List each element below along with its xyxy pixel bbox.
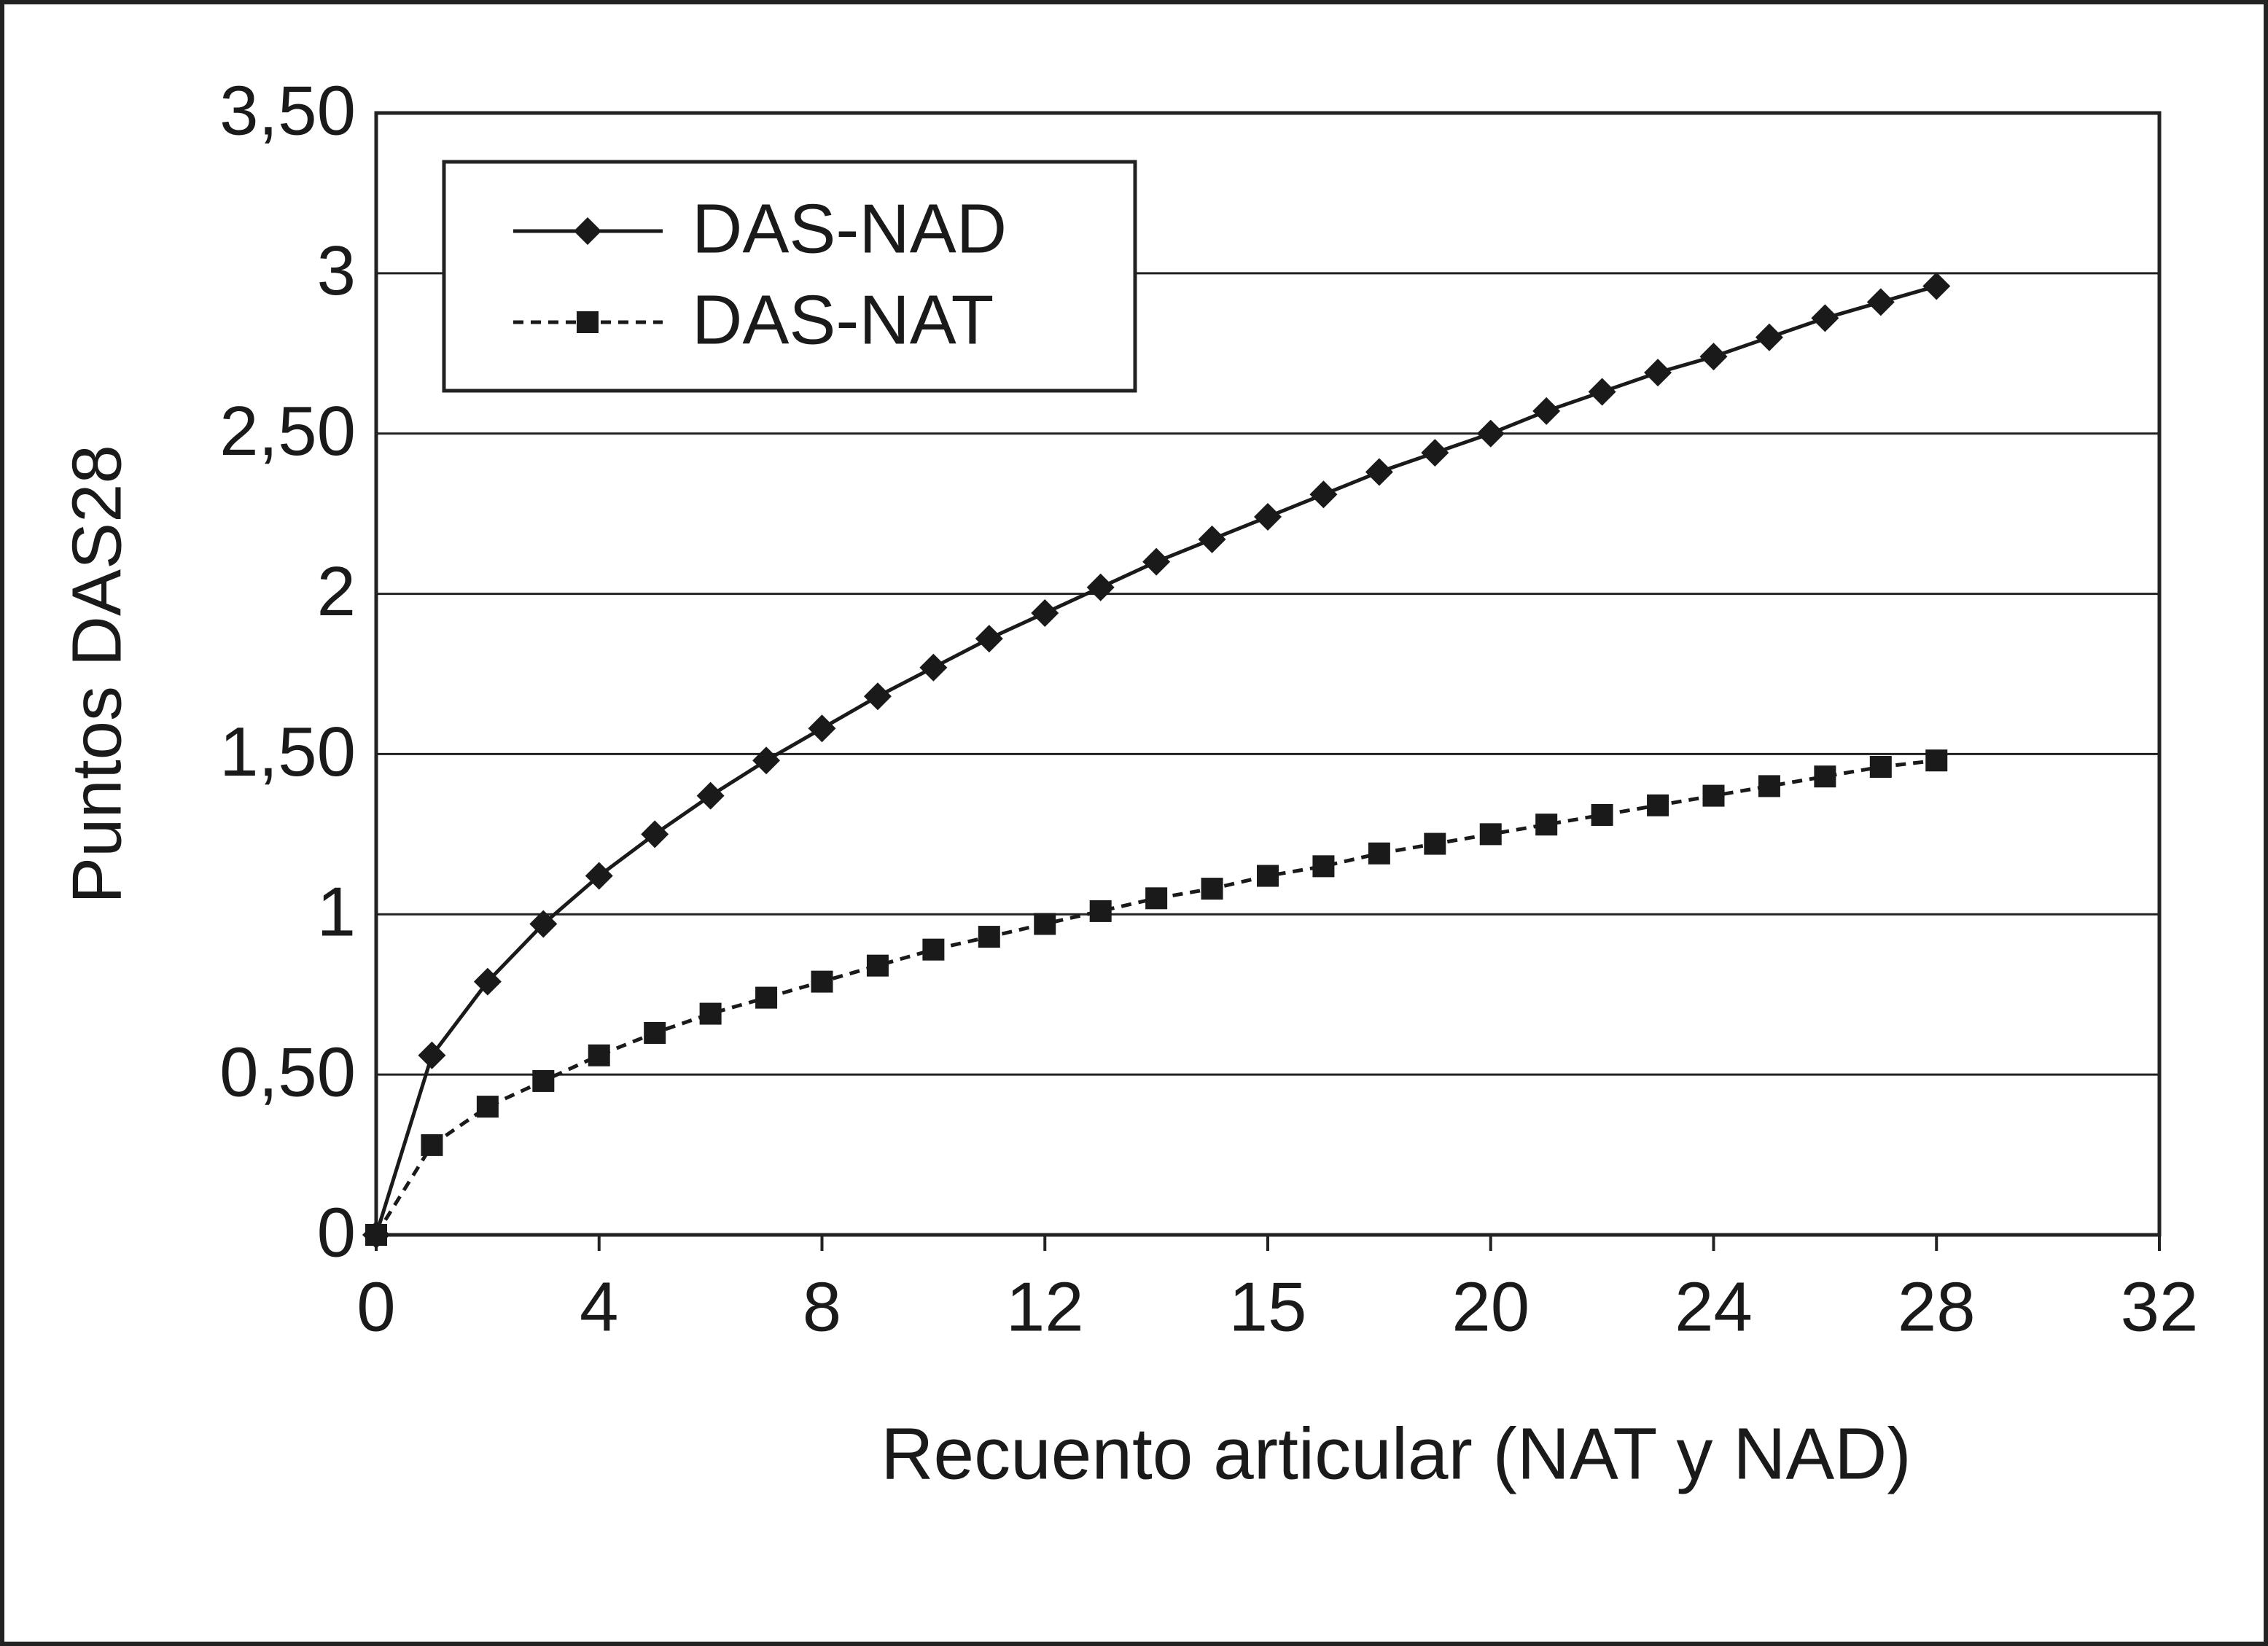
marker	[1365, 458, 1393, 486]
marker	[1368, 842, 1390, 865]
marker	[1535, 814, 1558, 836]
x-tick-label: 4	[580, 1268, 618, 1346]
marker	[1814, 765, 1836, 788]
marker	[1591, 803, 1613, 826]
marker	[1479, 823, 1502, 846]
marker	[1086, 573, 1115, 601]
x-tick-label: 20	[1451, 1268, 1529, 1346]
x-tick-label: 28	[1898, 1268, 1976, 1346]
x-tick-label: 32	[2121, 1268, 2199, 1346]
marker	[574, 217, 601, 245]
marker	[644, 1021, 666, 1044]
y-tick-label: 1	[317, 873, 356, 951]
legend-label: DAS-NAT	[692, 281, 994, 359]
marker	[365, 1224, 387, 1246]
marker	[1869, 756, 1892, 779]
y-tick-label: 3	[317, 232, 356, 310]
marker	[808, 714, 836, 743]
y-axis-title: Puntos DAS28	[58, 445, 136, 904]
marker	[1031, 598, 1059, 627]
x-tick-label: 8	[803, 1268, 841, 1346]
marker	[1925, 749, 1948, 772]
marker	[1424, 832, 1446, 855]
marker	[1866, 288, 1895, 316]
marker	[1811, 304, 1839, 332]
x-tick-label: 0	[356, 1268, 395, 1346]
marker	[1755, 323, 1783, 351]
y-tick-label: 0,50	[219, 1034, 356, 1112]
marker	[1254, 503, 1282, 531]
marker	[418, 1041, 446, 1069]
marker	[1257, 865, 1279, 887]
marker	[1142, 547, 1171, 576]
marker	[1145, 887, 1168, 910]
marker	[1198, 525, 1226, 553]
marker	[588, 1044, 610, 1066]
legend-label: DAS-NAD	[692, 190, 1007, 268]
marker	[1309, 480, 1338, 509]
marker	[696, 781, 725, 810]
marker	[1034, 913, 1056, 935]
marker	[863, 682, 892, 711]
marker	[473, 967, 502, 996]
x-tick-label: 12	[1006, 1268, 1084, 1346]
marker	[1089, 900, 1112, 922]
marker	[1421, 439, 1449, 467]
y-tick-label: 2	[317, 553, 356, 631]
marker	[1588, 378, 1616, 406]
marker	[699, 1002, 722, 1025]
plot-border	[374, 111, 2162, 1237]
marker	[641, 820, 669, 849]
marker	[1702, 784, 1725, 807]
y-tick-label: 2,50	[219, 392, 356, 470]
marker	[1644, 359, 1672, 387]
marker	[755, 986, 778, 1009]
marker	[1312, 855, 1335, 878]
marker	[421, 1134, 443, 1156]
x-tick-label: 24	[1675, 1268, 1753, 1346]
marker	[585, 862, 613, 890]
y-tick-label: 1,50	[219, 713, 356, 791]
marker	[978, 926, 1000, 948]
x-axis-title: Recuento articular (NAT y NAD)	[881, 1413, 1911, 1494]
marker	[1532, 397, 1561, 425]
marker	[1476, 419, 1505, 448]
marker	[1647, 794, 1669, 816]
legend-box	[442, 160, 1137, 393]
y-tick-label: 0	[317, 1193, 356, 1271]
marker	[752, 746, 781, 775]
marker	[529, 910, 558, 938]
y-tick-label: 3,50	[219, 71, 356, 149]
marker	[577, 311, 599, 333]
marker	[476, 1096, 499, 1118]
marker	[1699, 343, 1728, 371]
marker	[866, 954, 889, 977]
marker	[922, 938, 945, 961]
marker	[811, 970, 833, 993]
marker	[1201, 878, 1223, 900]
marker	[919, 653, 948, 682]
marker	[1922, 272, 1951, 300]
marker	[975, 625, 1003, 653]
marker	[532, 1069, 555, 1092]
marker	[1758, 775, 1780, 797]
x-tick-label: 15	[1229, 1268, 1307, 1346]
